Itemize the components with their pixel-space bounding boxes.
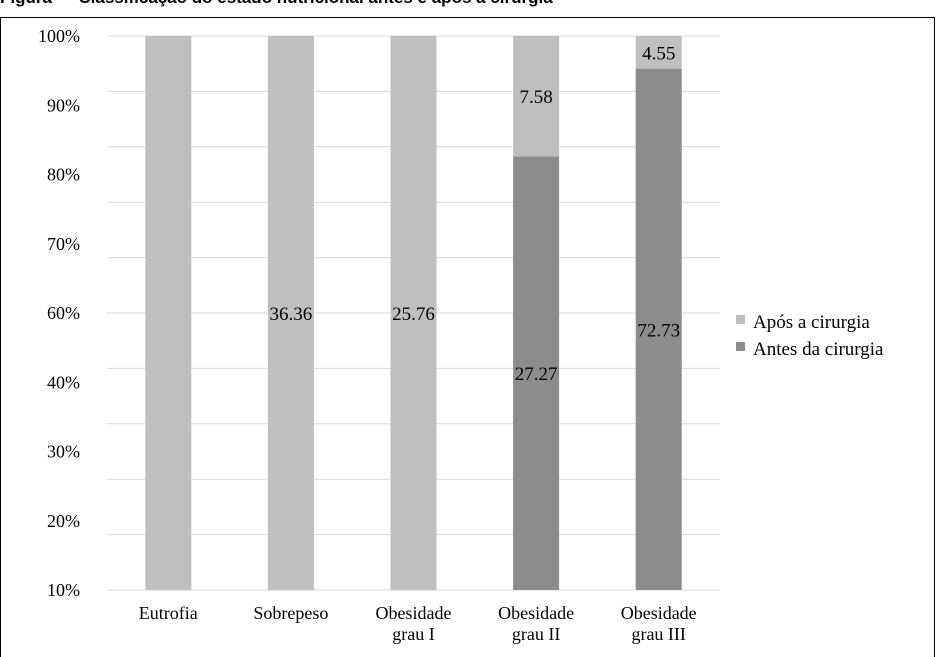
- x-category-label: Sobrepeso: [253, 603, 328, 623]
- x-category-label: grau I: [392, 624, 434, 644]
- chart-frame: [0, 17, 935, 657]
- legend-label: Antes da cirurgia: [753, 339, 884, 360]
- y-tick-label: 30%: [47, 442, 80, 462]
- data-label-after: 7.58: [519, 87, 552, 108]
- data-label-before: 27.27: [515, 364, 558, 385]
- bar-after-surgery: [635, 36, 682, 69]
- bar-after-surgery: [267, 36, 314, 590]
- x-category-label: Obesidade: [498, 603, 574, 623]
- y-tick-label: 60%: [47, 303, 80, 323]
- legend-label: Após a cirurgia: [753, 312, 870, 333]
- data-label-after: 4.55: [642, 43, 675, 64]
- figure-title: Figura — Classificação do estado nutrici…: [0, 0, 939, 8]
- bar-before-surgery: [635, 68, 682, 591]
- x-category-label: Eutrofia: [139, 603, 198, 623]
- bar-after-surgery: [145, 36, 192, 590]
- legend-swatch: [736, 315, 745, 324]
- x-category-label: grau III: [631, 624, 685, 644]
- bar-after-surgery: [390, 36, 437, 590]
- y-tick-label: 100%: [38, 26, 80, 46]
- x-category-label: Obesidade: [376, 603, 452, 623]
- bar-after-surgery: [513, 36, 560, 157]
- legend-swatch: [736, 342, 745, 351]
- data-label-after: 36.36: [270, 304, 313, 325]
- y-tick-label: 70%: [47, 234, 80, 254]
- bar-before-surgery: [513, 156, 560, 590]
- x-category-label: grau II: [512, 624, 560, 644]
- y-tick-label: 90%: [47, 95, 80, 115]
- x-category-label: Obesidade: [621, 603, 697, 623]
- y-tick-label: 80%: [47, 165, 80, 185]
- data-label-after: 25.76: [392, 304, 435, 325]
- data-label-before: 72.73: [637, 320, 680, 341]
- y-tick-label: 40%: [47, 372, 80, 392]
- y-tick-label: 20%: [47, 511, 80, 531]
- y-tick-label: 10%: [47, 580, 80, 600]
